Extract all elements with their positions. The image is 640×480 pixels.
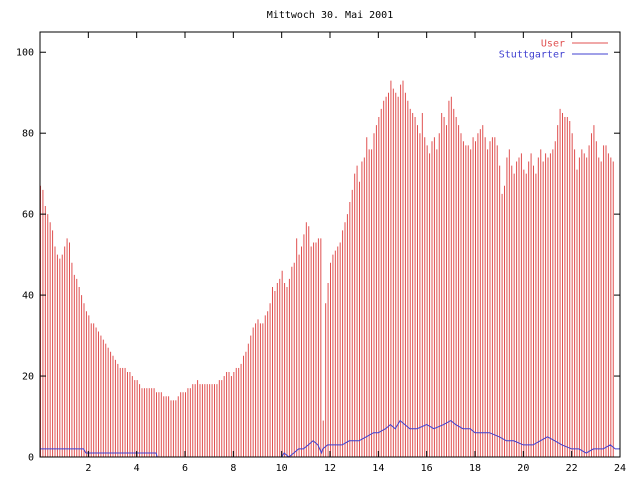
x-tick-label-6: 6: [182, 463, 188, 474]
x-tick-label-12: 12: [324, 463, 336, 474]
user-bars: [40, 80, 614, 457]
chart-title: Mittwoch 30. Mai 2001: [267, 10, 393, 21]
x-tick-label-14: 14: [372, 463, 384, 474]
x-tick-label-2: 2: [85, 463, 91, 474]
y-tick-label-20: 20: [22, 372, 34, 383]
stuttgarter-line: [40, 419, 620, 458]
y-tick-label-100: 100: [16, 48, 34, 59]
stuttgarter-series: [40, 419, 620, 458]
x-tick-label-16: 16: [421, 463, 433, 474]
legend-label-user: User: [541, 39, 565, 50]
y-tick-label-40: 40: [22, 291, 34, 302]
x-tick-label-18: 18: [469, 463, 481, 474]
y-tick-label-80: 80: [22, 129, 34, 140]
x-tick-label-24: 24: [614, 463, 626, 474]
x-tick-label-22: 22: [566, 463, 578, 474]
y-tick-label-0: 0: [28, 453, 34, 464]
x-tick-label-20: 20: [517, 463, 529, 474]
x-tick-label-8: 8: [230, 463, 236, 474]
y-tick-label-60: 60: [22, 210, 34, 221]
x-tick-label-4: 4: [134, 463, 140, 474]
legend-label-stuttgarter: Stuttgarter: [499, 50, 565, 61]
x-tick-label-10: 10: [276, 463, 288, 474]
